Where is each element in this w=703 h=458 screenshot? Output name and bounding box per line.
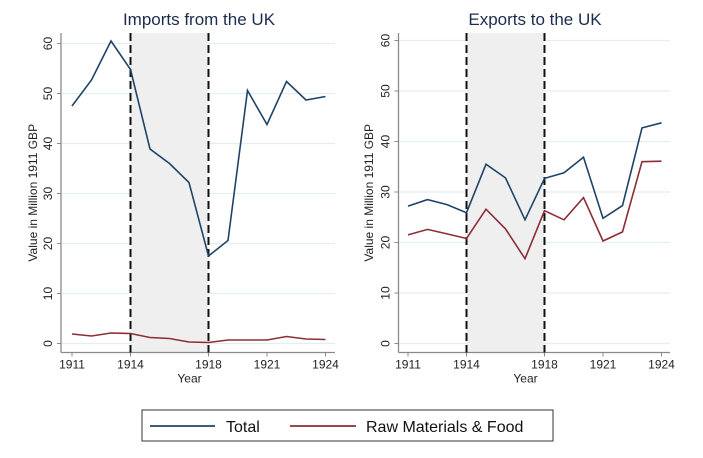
y-tick-label: 30 [379,185,393,199]
y-tick-label: 50 [379,84,393,98]
y-tick-label: 30 [41,187,55,201]
y-tick-label: 0 [379,340,393,347]
y-tick-label: 0 [41,340,55,347]
x-tick-label: 1924 [312,358,339,372]
x-axis-title: Year [513,372,537,386]
imports-panel: Imports from the UK 0 10 20 30 40 50 60 Value in… [26,10,339,386]
x-tick-label: 1918 [531,358,558,372]
legend-label-raw-materials: Raw Materials & Food [366,419,523,436]
x-axis-title: Year [177,372,201,386]
y-tick-label: 10 [41,287,55,301]
x-tick-label: 1921 [254,358,281,372]
y-tick-label: 40 [41,137,55,151]
x-tick-label: 1911 [59,358,85,372]
legend: Total Raw Materials & Food [141,409,554,442]
y-axis-title: Value in Million 1911 GBP [362,124,376,262]
y-tick-label: 50 [41,87,55,101]
chart-title: Exports to the UK [468,10,602,29]
y-tick-label: 40 [379,135,393,149]
chart-title: Imports from the UK [123,10,276,29]
x-tick-label: 1924 [648,358,675,372]
y-tick-label: 60 [379,34,393,48]
series-line-total [407,122,662,222]
x-tick-label: 1921 [590,358,617,372]
y-tick-label: 20 [379,236,393,250]
x-tick-label: 1918 [195,358,222,372]
shaded-war-period [130,33,209,353]
x-tick-label: 1914 [117,358,144,372]
y-tick-label: 60 [41,37,55,51]
exports-panel: Exports to the UK 0 10 20 30 40 50 60 Value in M… [362,10,675,386]
y-tick-label: 20 [41,237,55,251]
legend-label-total: Total [226,419,260,436]
x-tick-label: 1911 [395,358,421,372]
x-tick-label: 1914 [453,358,480,372]
series-line-raw [71,332,326,344]
shaded-war-period [466,33,545,353]
y-tick-label: 10 [379,286,393,300]
series-line-total [71,39,326,258]
series-line-raw [407,160,662,261]
y-axis-title: Value in Million 1911 GBP [26,124,40,262]
